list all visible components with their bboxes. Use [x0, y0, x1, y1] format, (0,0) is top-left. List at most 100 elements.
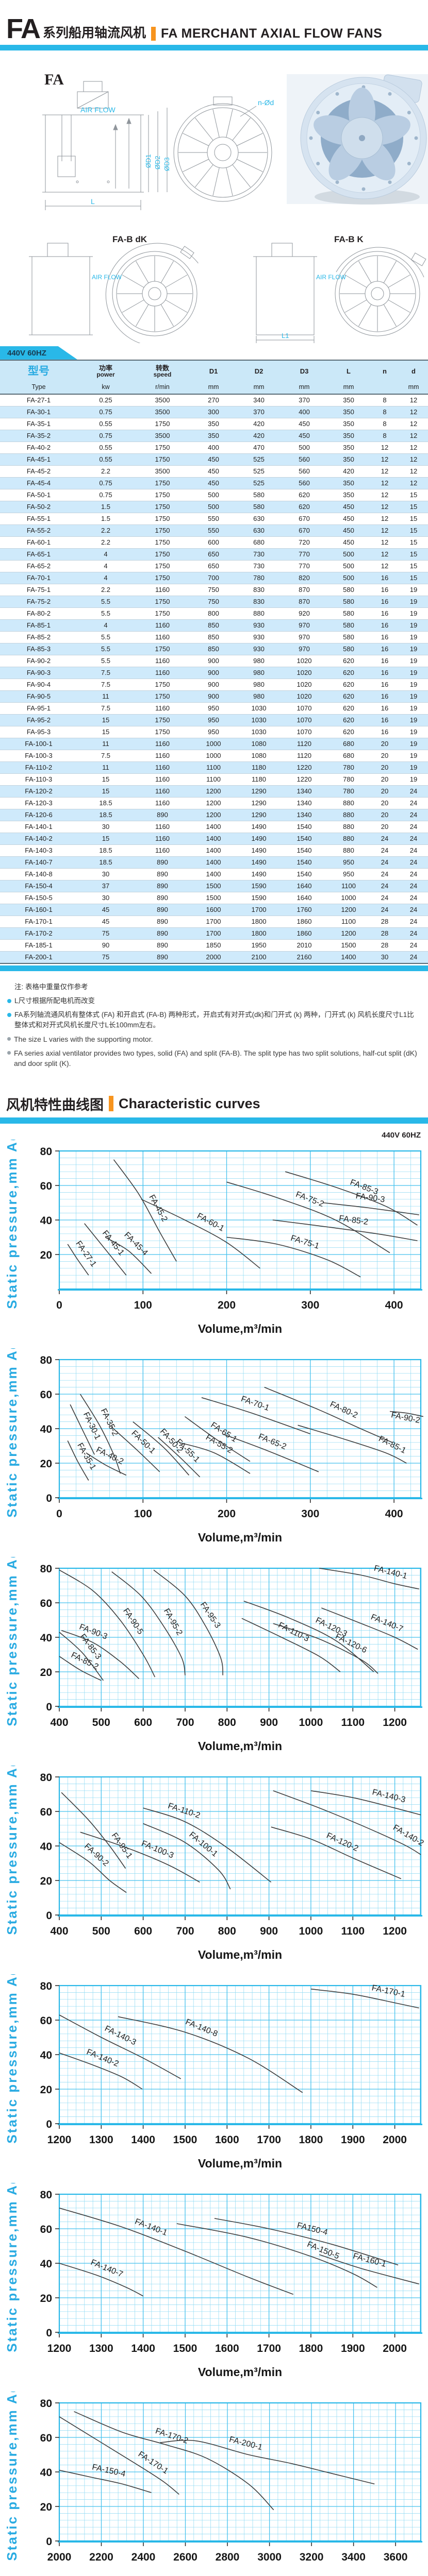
orange-divider: [151, 26, 156, 41]
fa-front-view-drawing: [173, 96, 272, 202]
table-row: FA-45-1 0.55 1750 450 525 560 350 12 12: [0, 453, 428, 466]
svg-text:300: 300: [301, 1299, 319, 1311]
curve-label: FA-35-2: [99, 1407, 120, 1437]
curve-FA-90-3: [61, 1630, 140, 1679]
svg-text:80: 80: [40, 1146, 52, 1158]
curve-FA-95-1: [61, 1792, 126, 1869]
curve-FA-140-3: [59, 2014, 182, 2079]
curve-FA-120-6: [273, 1623, 378, 1674]
svg-text:0: 0: [56, 1299, 62, 1311]
table-row: FA-50-2 1.5 1750 500 580 620 450 12 15: [0, 501, 428, 513]
series-mark: FA: [6, 13, 41, 44]
curve-FA-160-1: [319, 2254, 419, 2284]
svg-text:Static pressure,mm Aq: Static pressure,mm Aq: [4, 1557, 20, 1726]
curve-chart: 400 500 600 700 800 900 1000 1100 1200 0 20 40 60 80 S…: [4, 1757, 425, 1961]
curve-label: FA-60-1: [195, 1212, 225, 1233]
svg-text:80: 80: [40, 1772, 52, 1784]
fa-side-view-drawing: [42, 81, 168, 210]
svg-text:Volume,m³/min: Volume,m³/min: [198, 1322, 282, 1335]
table-row: FA-100-3 7.5 1160 1000 1080 1120 680 20 19: [0, 750, 428, 762]
svg-text:1200: 1200: [383, 1925, 407, 1937]
curve-FA-55-2: [178, 1442, 251, 1474]
table-row: FA-50-1 0.75 1750 500 580 620 350 12 15: [0, 489, 428, 501]
table-row: FA-30-1 0.75 3500 300 370 400 350 8 12: [0, 406, 428, 418]
svg-text:1200: 1200: [47, 2343, 72, 2354]
curve-label: FA-45-1: [101, 1229, 126, 1257]
note-line: 注: 表格中重量仅作参考: [7, 982, 419, 992]
curve-label: FA-100-3: [140, 1839, 175, 1860]
curve-FA-170-1: [59, 2416, 179, 2495]
svg-text:60: 60: [40, 2015, 52, 2027]
svg-text:900: 900: [260, 1717, 278, 1728]
svg-text:1700: 1700: [257, 2343, 281, 2354]
svg-text:1100: 1100: [341, 1717, 365, 1728]
curve-FA-50-2: [133, 1421, 190, 1476]
svg-text:2400: 2400: [131, 2551, 156, 2563]
curve-FA-90-3: [323, 1202, 419, 1215]
col-unit-2: r/min: [134, 380, 191, 395]
svg-text:1700: 1700: [257, 2134, 281, 2146]
svg-text:2600: 2600: [173, 2551, 197, 2563]
curve-FA-95-2: [111, 1571, 186, 1675]
curve-label: FA-140-3: [371, 1788, 406, 1804]
col-unit-6: mm: [327, 380, 370, 395]
curve-label: FA-70-1: [240, 1395, 270, 1413]
table-row: FA-120-2 15 1160 1200 1290 1340 780 20 24: [0, 785, 428, 798]
curve-FA-100-1: [143, 1823, 231, 1890]
drawing-label-fa: FA: [44, 71, 64, 88]
curve-label: FA-45-2: [147, 1193, 169, 1223]
curves-title-zh: 风机特性曲线图: [6, 1097, 104, 1113]
svg-text:1500: 1500: [173, 2134, 197, 2146]
curve-label: FA-45-4: [122, 1230, 149, 1257]
svg-text:800: 800: [218, 1717, 236, 1728]
svg-text:80: 80: [40, 2189, 52, 2201]
svg-text:1900: 1900: [341, 2343, 365, 2354]
table-row: FA-160-1 45 890 1600 1700 1760 1200 24 24: [0, 904, 428, 916]
table-row: FA-35-2 0.75 3500 350 420 450 350 8 12: [0, 430, 428, 442]
curve-FA-50-1: [109, 1425, 160, 1472]
curve-label: FA-85-2: [338, 1214, 369, 1227]
page-header: FA 系列船用轴流风机 FA MERCHANT AXIAL FLOW FANS: [0, 0, 428, 44]
svg-text:Static pressure,mm Aq: Static pressure,mm Aq: [4, 2183, 20, 2352]
table-row: FA-95-2 15 1750 950 1030 1070 620 16 19: [0, 714, 428, 726]
col-header-0: 型号: [28, 365, 50, 377]
svg-text:20: 20: [40, 2293, 52, 2304]
svg-text:80: 80: [40, 1563, 52, 1575]
col-header-7: n: [383, 367, 387, 376]
curve-FA-75-2: [226, 1181, 390, 1253]
svg-text:600: 600: [134, 1717, 152, 1728]
table-row: FA-200-1 75 890 2000 2100 2160 1400 30 24: [0, 951, 428, 964]
notes-section: 注: 表格中重量仅作参考 L尺寸根据所配电机而改变 FA系列轴流通风机有整体式 (F…: [0, 971, 428, 1075]
bullet-icon: [7, 1037, 11, 1041]
svg-text:1600: 1600: [215, 2343, 239, 2354]
col-header-3: D1: [209, 367, 218, 376]
table-row: FA-150-5 30 890 1500 1590 1640 1000 24 24: [0, 892, 428, 904]
svg-text:1800: 1800: [299, 2134, 323, 2146]
page-title-zh: 系列船用轴流风机: [43, 25, 146, 40]
nod-label: n-Ød: [258, 98, 274, 107]
curve-label: FA-150-4: [91, 2463, 126, 2479]
table-row: FA-90-4 7.5 1750 900 980 1020 620 16 19: [0, 679, 428, 691]
curve-FA-35-1: [67, 1440, 89, 1481]
curve-FA-90-2: [59, 1842, 127, 1893]
curve-label: FA-140-1: [373, 1564, 408, 1581]
table-row: FA-120-3 18.5 1160 1200 1290 1340 880 20 24: [0, 797, 428, 809]
table-row: FA-95-3 15 1750 950 1030 1070 620 16 19: [0, 726, 428, 738]
svg-text:20: 20: [40, 2084, 52, 2096]
curve-FA-140-7: [59, 2263, 143, 2297]
svg-text:1800: 1800: [299, 2343, 323, 2354]
curve-FA-35-2: [79, 1394, 121, 1474]
table-row: FA-90-5 11 1750 900 980 1020 620 16 19: [0, 690, 428, 703]
curve-label: FA-140-8: [184, 2018, 219, 2039]
svg-text:1400: 1400: [131, 2343, 155, 2354]
curve-FA-55-1: [157, 1437, 201, 1478]
curve-FA-140-7: [321, 1607, 418, 1650]
col-header-5: D3: [300, 367, 309, 376]
col-header-4: D2: [254, 367, 264, 376]
curve-label: FA-90-3: [355, 1192, 386, 1205]
svg-text:1600: 1600: [215, 2134, 239, 2146]
curve-chart: 400 500 600 700 800 900 1000 1100 1200 0 20 40 60 80 S…: [4, 1548, 422, 1753]
table-row: FA-45-4 0.75 1750 450 525 560 350 12 12: [0, 477, 428, 489]
curve-FA-80-2: [264, 1386, 393, 1443]
svg-text:Volume,m³/min: Volume,m³/min: [198, 1948, 282, 1961]
